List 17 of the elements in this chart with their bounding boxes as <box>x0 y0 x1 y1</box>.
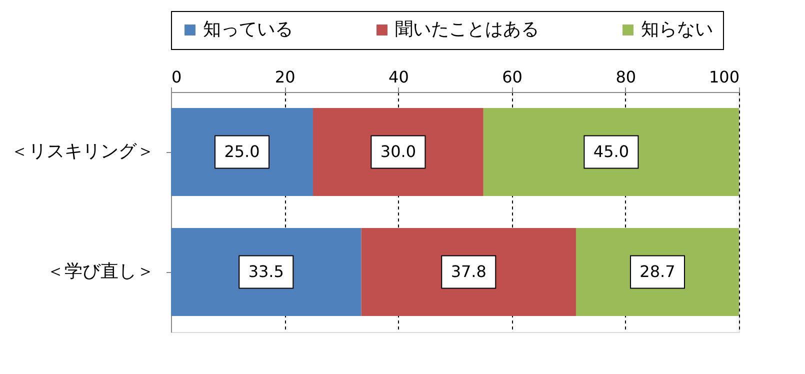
data-label: 25.0 <box>224 142 260 161</box>
data-label: 45.0 <box>593 142 630 161</box>
y-tick-label: ＜リスキリング＞ <box>10 141 154 162</box>
x-tick-label: 100 <box>708 68 740 86</box>
x-tick-label: 20 <box>274 68 296 86</box>
legend-label: 聞いたことはある <box>395 19 539 40</box>
legend-label: 知っている <box>203 19 293 40</box>
data-label: 30.0 <box>380 142 416 161</box>
x-tick-label: 60 <box>502 68 522 86</box>
x-tick-label: 0 <box>172 68 182 86</box>
x-tick-label: 40 <box>388 68 409 86</box>
data-label: 33.5 <box>248 262 284 281</box>
legend-label: 知らない <box>641 19 713 40</box>
x-tick-label: 80 <box>616 68 636 86</box>
y-tick-label: ＜学び直し＞ <box>46 261 154 282</box>
data-label: 28.7 <box>640 262 676 281</box>
data-label: 37.8 <box>450 262 486 281</box>
